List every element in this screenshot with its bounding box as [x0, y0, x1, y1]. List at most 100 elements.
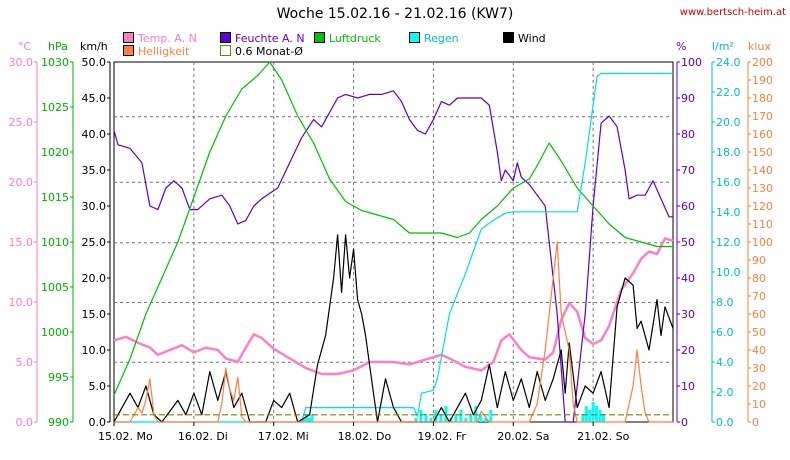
axis-tick-label-right: 180 [752, 92, 773, 105]
legend-month-average: 0.6 Monat-Ø [220, 45, 303, 58]
chart-title: Woche 15.02.16 - 21.02.16 (KW7) [276, 6, 514, 22]
rain-bar [304, 414, 308, 422]
legend-pressure: Luftdruck [314, 32, 381, 45]
series-line-temp-a-n [113, 237, 674, 376]
axis-tick-label-right: 20.0 [716, 116, 741, 129]
x-tick-label: 16.02. Di [178, 430, 228, 443]
legend-rain: Regen [409, 32, 459, 45]
axis-tick-label-right: 20 [752, 380, 766, 393]
axis-tick-label-right: 0.0 [716, 416, 734, 429]
axis-tick-label-right: 60 [752, 308, 766, 321]
legend-label-wind: Wind [518, 32, 546, 45]
series-line-wind [113, 234, 674, 423]
legend-swatch-wind [503, 32, 514, 43]
legend-label-pressure: Luftdruck [329, 32, 381, 45]
axis-tick-label-right: 8.0 [716, 296, 734, 309]
axis-tick-label-left: 25.0 [9, 116, 34, 129]
axis-tick-label-left: 0.0 [16, 416, 34, 429]
axis-tick-label-left: 5.0 [89, 380, 107, 393]
legend-swatch-humidity [220, 32, 231, 43]
rain-bar [489, 410, 493, 422]
rain-bar [474, 406, 478, 422]
axis-tick-label-right: 20 [681, 344, 695, 357]
unit-hpa: hPa [48, 40, 68, 53]
axis-tick-label-right: 10 [681, 380, 695, 393]
rain-bar [439, 414, 443, 422]
rain-bar [434, 410, 438, 422]
axis-tick-label-left: 45.0 [82, 92, 107, 105]
legend-label-rain: Regen [424, 32, 459, 45]
series-line-regen [114, 72, 673, 423]
axis-tick-label-left: 40.0 [82, 128, 107, 141]
axis-tick-label-right: 14.0 [716, 206, 741, 219]
axis-layer: 30.025.020.015.010.05.00.010301025102010… [9, 56, 774, 443]
unit-kmh: km/h [80, 40, 108, 53]
x-tick-label: 20.02. Sa [497, 430, 549, 443]
axis-tick-label-right: 100 [681, 56, 702, 69]
axis-tick-label-right: 60 [681, 200, 695, 213]
axis-tick-label-right: 80 [681, 128, 695, 141]
legend-temp: Temp. A. N [123, 32, 197, 45]
axis-tick-label-right: 190 [752, 74, 773, 87]
rain-bar [429, 418, 433, 422]
rain-bar [601, 414, 605, 422]
legend-brightness: Helligkeit [123, 45, 189, 58]
axis-tick-label-right: 6.0 [716, 326, 734, 339]
axis-tick-label-right: 10 [752, 398, 766, 411]
axis-tick-label-right: 12.0 [716, 236, 741, 249]
series-line-luftdruck [113, 61, 673, 396]
legend-swatch-pressure [314, 32, 325, 43]
axis-tick-label-left: 20.0 [9, 176, 34, 189]
axis-tick-label-left: 15.0 [9, 236, 34, 249]
axis-tick-label-right: 30 [681, 308, 695, 321]
rain-bar [584, 406, 588, 422]
axis-tick-label-right: 50 [752, 326, 766, 339]
axis-tick-label-right: 30 [752, 362, 766, 375]
series-line-helligkeit [114, 241, 673, 423]
rain-bar [479, 414, 483, 422]
x-tick-label: 18.02. Do [338, 430, 392, 443]
legend-swatch-rain [409, 32, 420, 43]
axis-tick-label-right: 10.0 [716, 266, 741, 279]
site-url[interactable]: www.bertsch-heim.at [679, 7, 786, 18]
axis-tick-label-left: 1030 [41, 56, 69, 69]
legend-wind: Wind [503, 32, 546, 45]
x-tick-label: 15.02. Mo [98, 430, 153, 443]
rain-bar [414, 418, 418, 422]
axis-tick-label-left: 50.0 [82, 56, 107, 69]
axis-tick-label-right: 110 [752, 218, 773, 231]
plot-frame [113, 61, 674, 423]
unit-celsius: °C [18, 40, 32, 53]
axis-tick-label-left: 995 [48, 371, 69, 384]
x-tick-label: 19.02. Fr [417, 430, 466, 443]
rain-bar [464, 418, 468, 422]
rain-bar [595, 406, 599, 422]
legend-swatch-brightness [123, 45, 134, 56]
rain-bar [419, 410, 423, 422]
axis-tick-label-right: 70 [752, 290, 766, 303]
series-line-feuchte-a-n [113, 90, 673, 423]
axis-tick-label-left: 30.0 [82, 200, 107, 213]
unit-lm2: l/m² [712, 40, 734, 53]
rain-bar [424, 414, 428, 422]
axis-tick-label-right: 22.0 [716, 86, 741, 99]
axis-tick-label-left: 1015 [41, 191, 69, 204]
axis-tick-label-right: 4.0 [716, 356, 734, 369]
axis-tick-label-right: 24.0 [716, 56, 741, 69]
axis-tick-label-right: 90 [681, 92, 695, 105]
unit-klux: klux [748, 40, 771, 53]
x-tick-label: 17.02. Mi [258, 430, 309, 443]
axis-tick-label-right: 160 [752, 128, 773, 141]
legend-label-humidity: Feuchte A. N [235, 32, 305, 45]
axis-tick-label-left: 1025 [41, 101, 69, 114]
grid [114, 62, 673, 422]
series-layer [113, 61, 674, 423]
axis-tick-label-right: 130 [752, 182, 773, 195]
legend-humidity: Feuchte A. N [220, 32, 305, 45]
axis-tick-label-right: 40 [681, 272, 695, 285]
axis-tick-label-right: 0 [752, 416, 759, 429]
axis-tick-label-right: 170 [752, 110, 773, 123]
axis-tick-label-left: 10.0 [9, 296, 34, 309]
